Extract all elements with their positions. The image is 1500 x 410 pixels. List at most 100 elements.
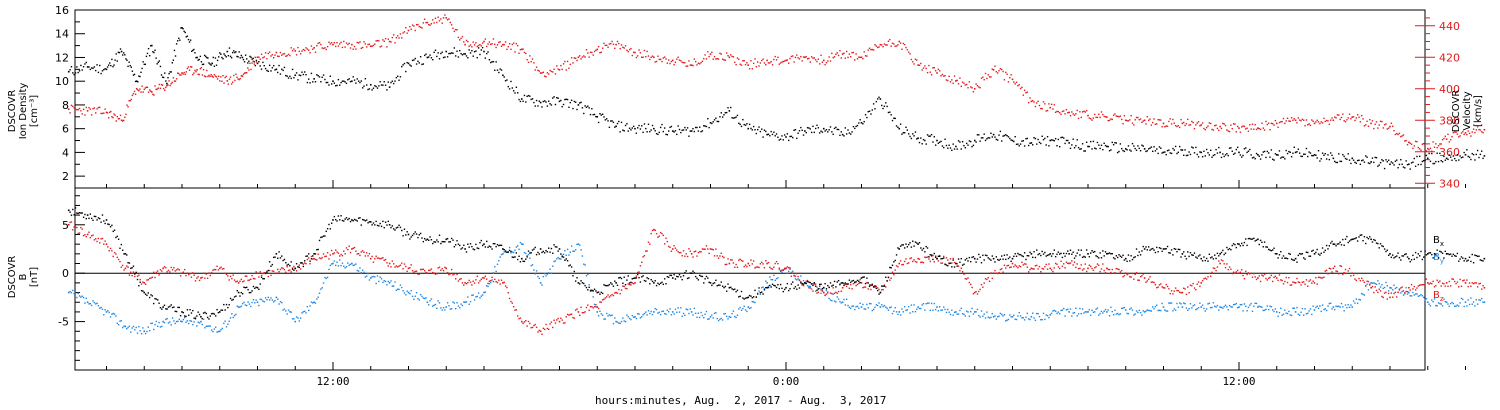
by-sample [1371, 282, 1374, 284]
by-sample [655, 308, 658, 311]
density-sample [495, 61, 497, 63]
bx-sample [508, 249, 511, 252]
bz-sample [379, 258, 381, 260]
velocity-point [822, 59, 825, 62]
velocity-sample [127, 106, 129, 108]
velocity-sample [680, 60, 682, 62]
by-sample [820, 292, 822, 295]
density-sample [964, 147, 967, 149]
velocity-sample [1269, 129, 1271, 131]
density-sample [1362, 159, 1364, 161]
density-sample [352, 76, 354, 78]
density-sample [1401, 163, 1403, 165]
bz-sample [685, 253, 687, 255]
bx-sample [763, 289, 766, 291]
velocity-sample [305, 47, 307, 49]
density-sample [756, 128, 759, 131]
velocity-sample [1141, 121, 1143, 124]
bz-sample [576, 308, 578, 310]
bz-sample [479, 280, 481, 282]
by-sample [1205, 308, 1208, 310]
by-sample [914, 310, 917, 313]
velocity-sample [499, 41, 501, 43]
by-sample [421, 295, 423, 298]
bz-sample [627, 283, 629, 285]
velocity-sample [743, 60, 745, 62]
density-sample [1394, 160, 1397, 162]
density-sample [1152, 150, 1154, 153]
bx-sample [290, 261, 292, 263]
velocity-sample [1432, 141, 1434, 143]
density-sample [397, 75, 399, 77]
density-sample [1433, 162, 1436, 165]
density-sample [713, 119, 716, 121]
velocity-sample [130, 98, 133, 101]
bz-sample [95, 238, 97, 240]
bz-sample [1168, 288, 1170, 290]
bz-sample [216, 265, 218, 267]
bz-sample [901, 264, 903, 266]
density-sample [109, 62, 111, 64]
velocity-sample [328, 41, 330, 43]
velocity-point [671, 59, 674, 62]
by-sample [72, 289, 74, 292]
bx-sample [663, 278, 666, 280]
velocity-sample [1119, 115, 1122, 117]
density-sample [321, 76, 323, 79]
bz-sample [626, 287, 628, 290]
density-sample [533, 101, 535, 104]
bz-sample [751, 263, 753, 265]
density-sample [933, 136, 936, 138]
velocity-sample [592, 54, 594, 56]
by-sample [929, 309, 931, 312]
by-sample [1375, 283, 1378, 286]
density-sample [303, 71, 306, 73]
bz-sample [775, 260, 778, 263]
bz-sample [825, 293, 828, 295]
velocity-sample [934, 69, 937, 72]
density-sample [253, 61, 255, 63]
by-sample [1315, 306, 1317, 309]
by-sample [1265, 308, 1267, 311]
bz-sample [1378, 288, 1380, 290]
density-point [879, 98, 882, 100]
velocity-sample [910, 58, 913, 61]
bz-sample [1052, 270, 1054, 273]
bz-sample [314, 258, 317, 261]
density-sample [308, 78, 310, 80]
velocity-sample [875, 45, 878, 47]
by-sample [825, 289, 828, 292]
density-sample [1339, 160, 1341, 163]
bz-sample [1468, 282, 1471, 284]
velocity-sample [471, 46, 473, 48]
bz-point [313, 257, 315, 260]
bx-sample [359, 217, 361, 219]
density-sample [322, 74, 325, 76]
bz-sample [320, 257, 322, 260]
bz-sample [623, 285, 625, 288]
density-sample [1253, 156, 1255, 159]
bz-sample [328, 258, 330, 260]
bx-point [1257, 238, 1259, 241]
bz-sample [742, 260, 744, 262]
bx-point [237, 291, 240, 294]
velocity-sample [379, 46, 381, 48]
bz-point [1408, 286, 1410, 289]
bx-sample [158, 302, 160, 304]
bz-sample [1390, 292, 1393, 294]
density-sample [333, 82, 336, 84]
by-sample [856, 305, 859, 308]
bz-sample [926, 256, 929, 258]
bx-point [1408, 257, 1410, 260]
by-sample [99, 307, 101, 309]
velocity-sample [945, 79, 948, 81]
by-sample [1160, 309, 1162, 312]
bz-sample [1245, 270, 1247, 273]
by-sample [1170, 302, 1173, 304]
density-sample [1094, 147, 1096, 149]
bx-sample [677, 276, 679, 278]
by-sample [448, 305, 450, 307]
bx-point [841, 282, 844, 284]
density-sample [809, 128, 811, 130]
bz-sample [773, 266, 775, 268]
